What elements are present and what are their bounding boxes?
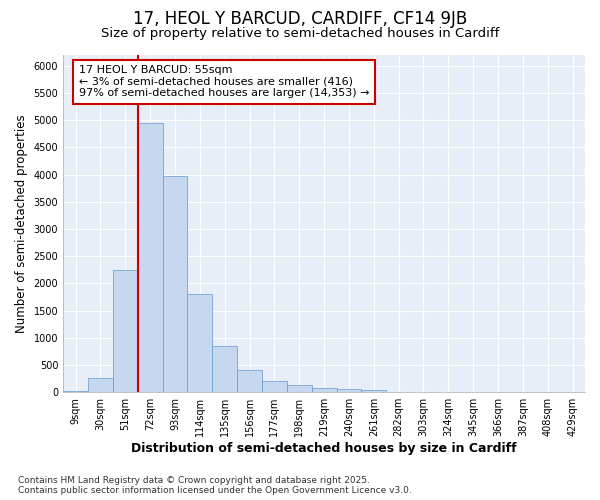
Text: 17, HEOL Y BARCUD, CARDIFF, CF14 9JB: 17, HEOL Y BARCUD, CARDIFF, CF14 9JB — [133, 10, 467, 28]
Bar — [337, 389, 361, 392]
Bar — [361, 390, 386, 392]
Text: Size of property relative to semi-detached houses in Cardiff: Size of property relative to semi-detach… — [101, 28, 499, 40]
Bar — [163, 176, 187, 392]
Bar — [262, 381, 287, 392]
Bar — [88, 378, 113, 392]
Bar — [63, 390, 88, 392]
Bar — [237, 370, 262, 392]
Bar — [311, 388, 337, 392]
Y-axis label: Number of semi-detached properties: Number of semi-detached properties — [15, 114, 28, 333]
Bar — [138, 123, 163, 392]
Text: 17 HEOL Y BARCUD: 55sqm
← 3% of semi-detached houses are smaller (416)
97% of se: 17 HEOL Y BARCUD: 55sqm ← 3% of semi-det… — [79, 65, 370, 98]
X-axis label: Distribution of semi-detached houses by size in Cardiff: Distribution of semi-detached houses by … — [131, 442, 517, 455]
Bar — [113, 270, 138, 392]
Bar — [287, 386, 311, 392]
Bar — [187, 294, 212, 392]
Text: Contains HM Land Registry data © Crown copyright and database right 2025.
Contai: Contains HM Land Registry data © Crown c… — [18, 476, 412, 495]
Bar — [212, 346, 237, 392]
